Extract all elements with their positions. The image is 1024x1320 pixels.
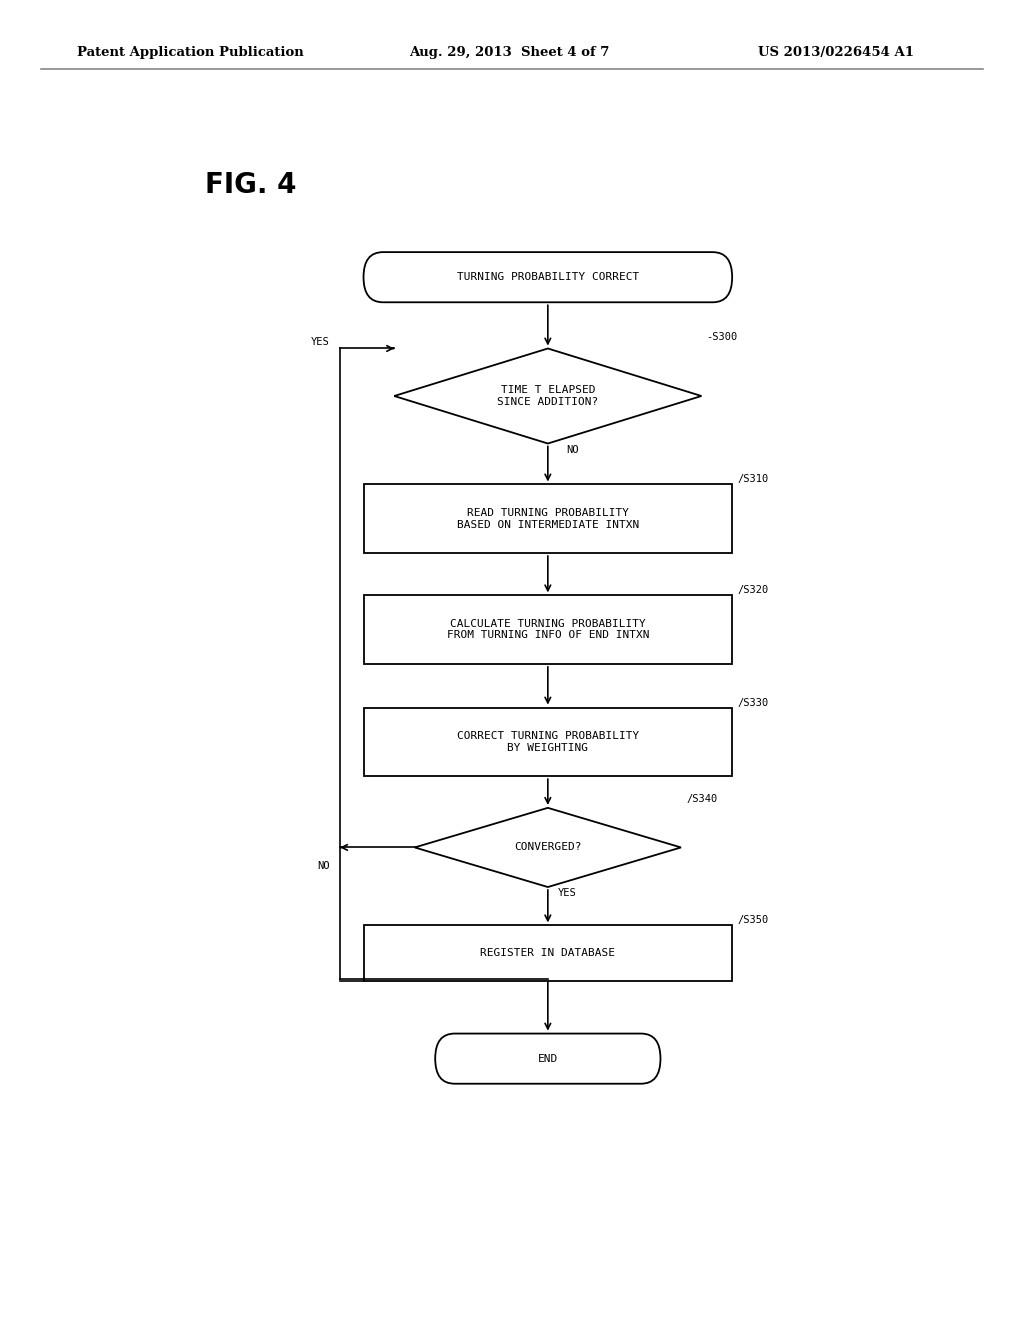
Bar <box>364 484 732 553</box>
Text: /S340: /S340 <box>686 793 718 804</box>
Text: CONVERGED?: CONVERGED? <box>514 842 582 853</box>
Text: CORRECT TURNING PROBABILITY
BY WEIGHTING: CORRECT TURNING PROBABILITY BY WEIGHTING <box>457 731 639 752</box>
Text: NO: NO <box>317 861 330 871</box>
Text: CALCULATE TURNING PROBABILITY
FROM TURNING INFO OF END INTXN: CALCULATE TURNING PROBABILITY FROM TURNI… <box>446 619 649 640</box>
Text: READ TURNING PROBABILITY
BASED ON INTERMEDIATE INTXN: READ TURNING PROBABILITY BASED ON INTERM… <box>457 508 639 529</box>
Text: TURNING PROBABILITY CORRECT: TURNING PROBABILITY CORRECT <box>457 272 639 282</box>
Text: END: END <box>538 1053 558 1064</box>
Text: /S350: /S350 <box>737 915 769 925</box>
Text: REGISTER IN DATABASE: REGISTER IN DATABASE <box>480 948 615 958</box>
Text: US 2013/0226454 A1: US 2013/0226454 A1 <box>758 46 913 59</box>
Text: /S330: /S330 <box>737 697 769 708</box>
Text: YES: YES <box>558 888 577 899</box>
Text: /S320: /S320 <box>737 585 769 595</box>
FancyBboxPatch shape <box>435 1034 660 1084</box>
FancyBboxPatch shape <box>364 252 732 302</box>
Text: FIG. 4: FIG. 4 <box>205 170 296 199</box>
Text: YES: YES <box>311 337 330 347</box>
Bar <box>364 708 732 776</box>
Polygon shape <box>415 808 681 887</box>
Text: Aug. 29, 2013  Sheet 4 of 7: Aug. 29, 2013 Sheet 4 of 7 <box>410 46 610 59</box>
Text: /S310: /S310 <box>737 474 769 484</box>
Bar <box>364 925 732 981</box>
Text: Patent Application Publication: Patent Application Publication <box>77 46 303 59</box>
Text: -S300: -S300 <box>707 331 738 342</box>
Text: NO: NO <box>566 445 579 455</box>
Text: TIME T ELAPSED
SINCE ADDITION?: TIME T ELAPSED SINCE ADDITION? <box>498 385 598 407</box>
Polygon shape <box>394 348 701 444</box>
Bar <box>364 595 732 664</box>
